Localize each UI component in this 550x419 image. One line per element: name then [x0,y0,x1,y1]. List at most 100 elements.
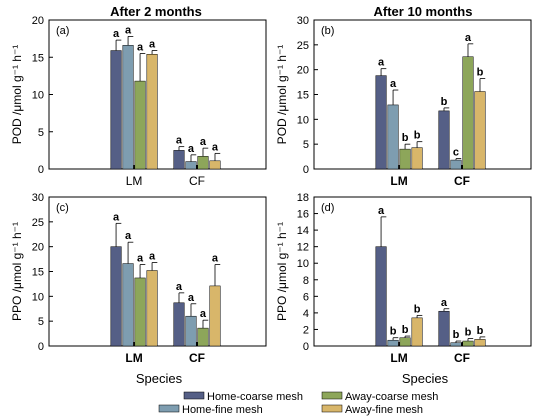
y-tick-label: 12 [297,242,309,254]
x-axis-label-right: Species [402,371,449,386]
y-tick-label: 5 [38,316,44,328]
y-tick-label: 30 [32,192,44,204]
y-axis-label: PPO /μmol g⁻¹ h⁻¹ [275,222,289,321]
y-tick-label: 10 [297,114,309,126]
y-tick-label: 25 [32,217,44,229]
category-label-lm: LM [126,174,143,188]
column-title-right: After 10 months [374,4,473,19]
significance-letter: b [453,329,460,341]
bar-cf-series-1 [438,110,450,170]
y-axis-label: PPO /μmol g⁻¹ h⁻¹ [10,222,24,321]
y-tick-label: 10 [32,291,44,303]
bar-cf-series-4 [474,339,486,347]
legend-label-home-coarse: Home-coarse mesh [207,391,303,403]
significance-letter: a [465,32,472,44]
significance-letter: a [441,297,448,309]
significance-letter: a [125,230,132,242]
significance-letter: b [402,132,409,144]
significance-letter: b [465,327,472,339]
category-label-cf: CF [454,351,470,365]
bar-cf-series-4 [209,160,221,170]
y-tick-label: 4 [303,308,309,320]
y-tick-label: 14 [297,225,309,237]
legend-swatch-home-fine [158,404,180,413]
significance-letter: a [378,205,385,217]
significance-letter: b [477,325,484,337]
significance-letter: b [414,130,421,142]
bar-lm-series-3 [134,277,146,347]
bar-lm-series-1 [110,246,122,347]
significance-letter: b [477,67,484,79]
y-tick-label: 10 [32,90,44,102]
significance-letter: b [414,303,421,315]
y-tick-label: 20 [32,15,44,27]
bar-cf-series-1 [173,302,185,347]
bar-lm-series-3 [399,337,411,347]
category-label-cf: CF [189,174,205,188]
category-label-lm: LM [125,351,142,365]
y-tick-label: 16 [297,209,309,221]
significance-letter: a [188,292,195,304]
bar-lm-series-4 [146,270,158,347]
bar-cf-series-4 [474,91,486,170]
y-tick-label: 20 [297,65,309,77]
significance-letter: a [200,136,207,148]
category-label-lm: LM [390,351,407,365]
significance-letter: a [137,42,144,54]
column-title-left: After 2 months [110,4,202,19]
bar-cf-series-1 [438,310,450,347]
significance-letter: b [402,324,409,336]
legend-label-home-fine: Home-fine mesh [182,404,263,416]
y-tick-label: 18 [297,192,309,204]
significance-letter: a [149,251,156,263]
significance-letter: a [125,24,132,36]
y-tick-label: 5 [38,127,44,139]
bar-cf-series-3 [197,156,209,170]
significance-letter: a [113,211,120,223]
bar-lm-series-3 [399,148,411,170]
significance-letter: a [390,78,397,90]
y-tick-label: 25 [297,40,309,52]
bar-lm-series-1 [110,50,122,170]
y-tick-label: 0 [303,164,309,176]
y-tick-label: 15 [297,90,309,102]
bar-lm-series-2 [387,339,399,347]
plot-frame [313,19,532,170]
y-tick-label: 15 [32,267,44,279]
bar-cf-series-4 [209,285,221,347]
significance-letter: a [212,253,219,265]
significance-letter: a [176,135,183,147]
bar-cf-series-2 [450,159,462,170]
x-axis-label-left: Species [136,371,183,386]
bar-cf-series-1 [173,150,185,170]
y-tick-label: 0 [38,341,44,353]
category-label-cf: CF [189,351,205,365]
y-tick-label: 6 [303,291,309,303]
bar-lm-series-1 [375,246,387,347]
significance-letter: b [441,96,448,108]
legend-label-away-coarse: Away-coarse mesh [345,391,438,403]
y-tick-label: 0 [303,341,309,353]
y-tick-label: 8 [303,275,309,287]
bar-cf-series-2 [450,342,462,347]
category-label-cf: CF [454,174,470,188]
y-tick-label: 15 [32,52,44,64]
y-tick-label: 0 [38,164,44,176]
significance-letter: a [149,39,156,51]
bar-cf-series-2 [185,315,197,347]
significance-letter: a [176,281,183,293]
significance-letter: b [390,326,397,338]
bar-lm-series-2 [122,263,134,347]
y-axis-label: POD /μmol g⁻¹ h⁻¹ [275,45,289,145]
y-tick-label: 2 [303,324,309,336]
panel-tag: (b) [321,25,334,37]
bar-lm-series-2 [122,45,134,170]
bar-cf-series-2 [185,161,197,170]
legend-swatch-away-coarse [321,391,343,400]
panel-tag: (d) [321,202,334,214]
